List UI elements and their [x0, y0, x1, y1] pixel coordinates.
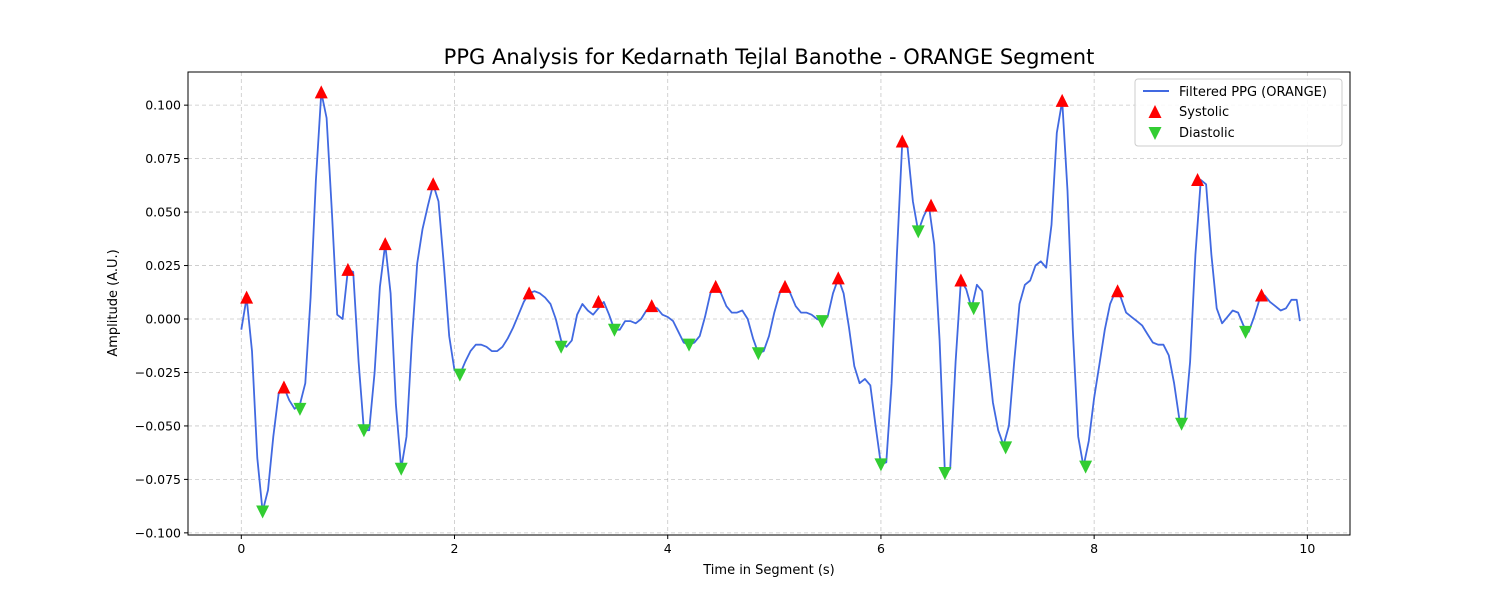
x-tick-label: 4	[664, 541, 672, 556]
ppg-signal-line	[240, 91, 1301, 513]
diastolic-trough-marker	[1079, 460, 1093, 474]
systolic-peak-marker	[924, 198, 938, 212]
y-tick-label: −0.050	[135, 418, 181, 433]
diastolic-trough-marker	[911, 225, 925, 239]
systolic-peak-marker	[1111, 284, 1125, 298]
y-tick-label: 0.100	[145, 98, 181, 113]
y-tick-label: 0.050	[145, 205, 181, 220]
systolic-peak-marker	[277, 380, 291, 394]
diastolic-trough-marker	[815, 315, 829, 329]
systolic-peak-marker	[314, 85, 328, 99]
y-tick-label: −0.100	[135, 525, 181, 540]
x-axis-label: Time in Segment (s)	[702, 563, 834, 578]
x-tick-label: 10	[1299, 541, 1315, 556]
grid	[188, 72, 1350, 535]
diastolic-trough-marker	[453, 368, 467, 382]
y-tick-label: 0.000	[145, 312, 181, 327]
systolic-peak-marker	[341, 262, 355, 276]
diastolic-trough-marker	[999, 441, 1013, 455]
y-tick-label: −0.025	[135, 365, 181, 380]
legend-systolic-marker-icon	[1148, 105, 1162, 118]
systolic-peak-marker	[240, 290, 254, 304]
diastolic-trough-marker	[607, 323, 621, 337]
systolic-peak-marker	[954, 273, 968, 287]
x-tick-label: 0	[237, 541, 245, 556]
y-axis-label: Amplitude (A.U.)	[106, 249, 121, 356]
systolic-peak-marker	[378, 237, 392, 251]
diastolic-trough-marker	[256, 505, 270, 519]
diastolic-trough-marker	[751, 347, 765, 361]
plot-frame	[187, 71, 1351, 536]
diastolic-trough-marker	[938, 466, 952, 480]
legend-box	[1134, 78, 1343, 147]
legend-label-filtered: Filtered PPG (ORANGE)	[1179, 85, 1327, 100]
diastolic-trough-marker	[967, 302, 981, 316]
x-tick-label: 6	[877, 541, 885, 556]
systolic-peak-marker	[426, 177, 440, 191]
diastolic-trough-marker	[682, 338, 696, 352]
chart-title: PPG Analysis for Kedarnath Tejlal Banoth…	[444, 45, 1095, 69]
y-tick-label: 0.025	[145, 258, 181, 273]
systolic-peak-marker	[591, 294, 605, 308]
systolic-peak-marker	[709, 279, 723, 293]
systolic-peak-marker	[645, 299, 659, 313]
diastolic-trough-marker	[394, 462, 408, 476]
diastolic-trough-marker	[1175, 417, 1189, 431]
systolic-peak-marker	[1191, 172, 1205, 186]
diastolic-trough-marker	[554, 340, 568, 354]
diastolic-trough-marker	[1239, 325, 1253, 339]
systolic-peak-marker	[831, 271, 845, 285]
systolic-peak-marker	[895, 134, 909, 148]
diastolic-trough-marker	[293, 402, 307, 416]
diastolic-trough-marker	[874, 458, 888, 472]
y-tick-label: 0.075	[145, 151, 181, 166]
x-tick-label: 2	[451, 541, 459, 556]
x-tick-label: 8	[1090, 541, 1098, 556]
legend-label-systolic: Systolic	[1179, 105, 1229, 120]
systolic-peak-marker	[1055, 93, 1069, 107]
legend: Filtered PPG (ORANGE) Systolic Diastolic	[1134, 78, 1343, 147]
y-tick-label: −0.075	[135, 472, 181, 487]
plot-data	[240, 85, 1301, 519]
legend-diastolic-marker-icon	[1148, 127, 1162, 140]
systolic-peak-marker	[1255, 288, 1269, 302]
axis-ticks: 0 2 4 6 8 10 −0.100 −0.075 −0.050 −0.025 0.000 0.02…	[135, 98, 1316, 556]
systolic-peak-marker	[778, 279, 792, 293]
systolic-peak-marker	[522, 286, 536, 300]
diastolic-trough-marker	[357, 424, 371, 438]
legend-label-diastolic: Diastolic	[1179, 126, 1235, 141]
